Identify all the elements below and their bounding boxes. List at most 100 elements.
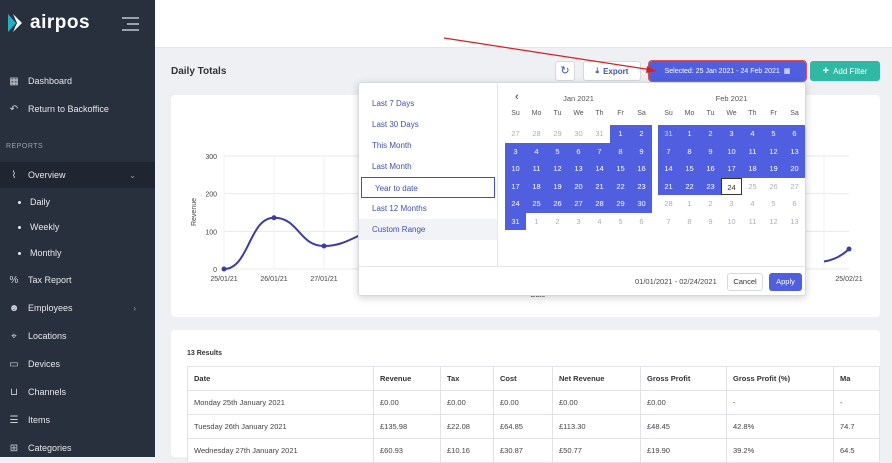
apply-button[interactable]: Apply	[769, 273, 802, 291]
calendar-day[interactable]: 5	[771, 199, 776, 208]
sidebar-item-locations[interactable]: ⌖ Locations	[0, 323, 155, 349]
calendar-day[interactable]: 16	[700, 160, 721, 178]
calendar-day[interactable]: 30	[574, 129, 583, 138]
calendar-day[interactable]: 27	[568, 195, 589, 213]
calendar-day[interactable]: 17	[505, 177, 526, 195]
calendar-day[interactable]: 10	[505, 160, 526, 178]
calendar-day[interactable]: 8	[610, 142, 631, 160]
calendar-day[interactable]: 1	[534, 216, 539, 226]
calendar-day[interactable]: 2	[700, 125, 721, 143]
preset-range-item[interactable]: Last 30 Days	[372, 120, 419, 129]
preset-range-item[interactable]: This Month	[372, 141, 412, 150]
sidebar-item-overview[interactable]: ⌇ Overview ⌄	[0, 162, 155, 188]
column-header[interactable]: Revenue	[373, 366, 441, 391]
calendar-day[interactable]: 12	[769, 216, 778, 226]
table-row[interactable]: Monday 25th January 2021 £0.00 £0.00 £0.00 £…	[187, 390, 880, 415]
sidebar-item-devices[interactable]: ▭ Devices	[0, 351, 155, 377]
date-range-button[interactable]: Selected: 25 Jan 2021 - 24 Feb 2021 ▦	[648, 60, 807, 82]
calendar-day[interactable]: 20	[784, 160, 805, 178]
calendar-day[interactable]: 22	[679, 177, 700, 195]
calendar-day[interactable]: 8	[679, 142, 700, 160]
prev-month-icon[interactable]: ‹	[515, 91, 519, 103]
column-header[interactable]: Net Revenue	[552, 366, 641, 391]
calendar-day[interactable]: 25	[748, 181, 757, 191]
sidebar-item-tax-report[interactable]: % Tax Report	[0, 267, 155, 293]
preset-range-item[interactable]: Last 12 Months	[372, 204, 427, 213]
calendar-day[interactable]: 10	[727, 216, 736, 226]
sidebar-subitem-daily[interactable]: Daily	[0, 192, 155, 212]
calendar-day[interactable]: 5	[763, 125, 784, 143]
calendar-day[interactable]: 4	[597, 216, 602, 226]
table-row[interactable]: Tuesday 26th January 2021 £135.98 £22.08 £6…	[187, 414, 880, 439]
calendar-day[interactable]: 31	[505, 212, 526, 230]
calendar-day[interactable]: 29	[610, 195, 631, 213]
sidebar-item-categories[interactable]: ⊞ Categories	[0, 435, 155, 461]
sidebar-item-employees[interactable]: ☻ Employees ›	[0, 295, 155, 321]
calendar-day[interactable]: 3	[505, 142, 526, 160]
calendar-day[interactable]: 4	[526, 142, 547, 160]
calendar-day[interactable]: 13	[790, 216, 799, 226]
sidebar-subitem-monthly[interactable]: Monthly	[0, 243, 155, 263]
calendar-day[interactable]: 1	[679, 125, 700, 143]
calendar-day[interactable]: 26	[547, 195, 568, 213]
calendar-day[interactable]: 15	[610, 160, 631, 178]
cancel-button[interactable]: Cancel	[727, 273, 763, 291]
add-filter-button[interactable]: + Add Filter	[810, 61, 880, 81]
calendar-day[interactable]: 7	[658, 142, 679, 160]
calendar-day[interactable]: 13	[784, 142, 805, 160]
calendar-day[interactable]: 15	[679, 160, 700, 178]
calendar-day[interactable]: 9	[708, 216, 713, 226]
calendar-day[interactable]: 17	[721, 160, 742, 178]
calendar-day[interactable]: 1	[687, 199, 692, 208]
calendar-day[interactable]: 24	[505, 195, 526, 213]
export-button[interactable]: ⤓ Export	[583, 61, 641, 81]
calendar-day[interactable]: 10	[721, 142, 742, 160]
calendar-day[interactable]: 29	[553, 129, 562, 138]
calendar-day[interactable]: 4	[750, 199, 755, 208]
calendar-day[interactable]: 27	[790, 181, 799, 191]
calendar-day[interactable]: 13	[568, 160, 589, 178]
table-row[interactable]: Wednesday 27th January 2021 £60.93 £10.16 £…	[187, 438, 880, 463]
preset-range-item[interactable]: Last Month	[372, 162, 412, 171]
calendar-day[interactable]: 14	[589, 160, 610, 178]
calendar-day[interactable]: 1	[610, 125, 631, 143]
sidebar-item-dashboard[interactable]: ▦ Dashboard	[0, 68, 155, 94]
calendar-day[interactable]: 2	[631, 125, 652, 143]
calendar-day[interactable]: 12	[763, 142, 784, 160]
calendar-day[interactable]: 11	[526, 160, 547, 178]
calendar-day[interactable]: 5	[618, 216, 623, 226]
column-header[interactable]: Date	[187, 366, 374, 391]
calendar-day[interactable]: 21	[658, 177, 679, 195]
preset-range-item[interactable]: Custom Range	[359, 219, 497, 240]
column-header[interactable]: Cost	[493, 366, 553, 391]
calendar-day[interactable]: 23	[700, 177, 721, 195]
calendar-day[interactable]: 21	[589, 177, 610, 195]
calendar-day[interactable]: 2	[555, 216, 560, 226]
calendar-day[interactable]: 18	[526, 177, 547, 195]
calendar-day[interactable]: 20	[568, 177, 589, 195]
calendar-day[interactable]: 18	[742, 160, 763, 178]
calendar-day[interactable]: 23	[631, 177, 652, 195]
calendar-day[interactable]: 19	[763, 160, 784, 178]
calendar-day[interactable]: 12	[547, 160, 568, 178]
calendar-day[interactable]: 25	[526, 195, 547, 213]
airpos-logo[interactable]: airpos	[6, 12, 90, 34]
calendar-day[interactable]: 7	[589, 142, 610, 160]
calendar-day[interactable]: 4	[742, 125, 763, 143]
calendar-day[interactable]: 7	[666, 216, 671, 226]
refresh-button[interactable]: ↻	[555, 61, 575, 81]
calendar-day[interactable]: 3	[721, 125, 742, 143]
preset-range-item[interactable]: Year to date	[361, 177, 495, 198]
calendar-day[interactable]: 5	[547, 142, 568, 160]
menu-toggle-icon[interactable]	[122, 17, 139, 35]
calendar-day[interactable]: 30	[631, 195, 652, 213]
calendar-day[interactable]: 6	[784, 125, 805, 143]
calendar-day[interactable]: 16	[631, 160, 652, 178]
column-header[interactable]: Ma	[833, 366, 880, 391]
calendar-day[interactable]: 26	[769, 181, 778, 191]
calendar-day[interactable]: 24	[721, 177, 742, 195]
calendar-day[interactable]: 11	[748, 216, 757, 226]
calendar-day[interactable]: 31	[595, 129, 604, 138]
calendar-day[interactable]: 19	[547, 177, 568, 195]
sidebar-subitem-weekly[interactable]: Weekly	[0, 217, 155, 237]
